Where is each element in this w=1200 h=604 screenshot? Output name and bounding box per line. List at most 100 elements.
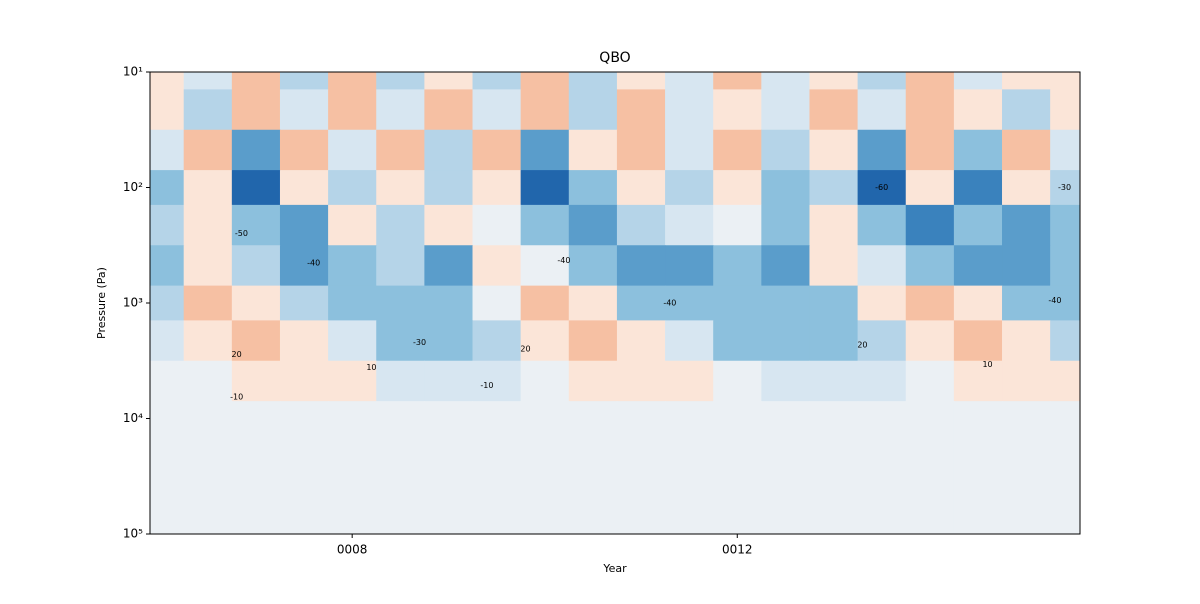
y-tick-label: 10² [123, 180, 143, 194]
field-cell [231, 204, 281, 246]
field-cell [857, 285, 907, 321]
field-cell [183, 129, 233, 171]
field-cell [520, 401, 570, 447]
field-cell [1002, 446, 1051, 505]
field-cell [761, 72, 810, 90]
field-cell [809, 129, 859, 171]
field-cell [568, 245, 618, 287]
field-cell [953, 285, 1003, 321]
field-cell [520, 503, 570, 535]
field-cell [520, 129, 570, 171]
field-cell [183, 320, 233, 362]
field-cell [1050, 129, 1081, 171]
field-cell [809, 285, 859, 321]
field-cell [424, 401, 474, 447]
field-cell [328, 285, 377, 321]
field-cell [761, 285, 810, 321]
field-cell [231, 320, 281, 362]
field-cell [328, 360, 377, 402]
contour-label: 10 [366, 363, 376, 372]
field-cell [568, 446, 618, 505]
field-cell [472, 245, 522, 287]
field-cell [857, 170, 907, 206]
field-cell [520, 320, 570, 362]
field-cell [857, 503, 907, 535]
field-cell [520, 89, 570, 131]
field-cell [376, 401, 425, 447]
field-cell [472, 170, 522, 206]
field-cell [328, 72, 377, 90]
field-cell [953, 503, 1003, 535]
field-cell [713, 503, 762, 535]
field-cell [376, 320, 425, 362]
field-cell [568, 89, 618, 131]
field-cell [1002, 245, 1051, 287]
field-cell [520, 285, 570, 321]
field-cell [376, 446, 425, 505]
field-cell [568, 72, 618, 90]
field-cell [424, 129, 474, 171]
field-cell [328, 89, 377, 131]
field-cell [665, 72, 714, 90]
field-cell [761, 360, 810, 402]
field-cell [616, 285, 666, 321]
field-cell [568, 204, 618, 246]
field-cell [568, 129, 618, 171]
field-cell [1050, 89, 1081, 131]
field-cell [761, 204, 810, 246]
field-cell [713, 285, 762, 321]
contour-label: 10 [982, 360, 992, 369]
field-cell [1050, 446, 1081, 505]
field-cell [472, 72, 522, 90]
field-cell [665, 170, 714, 206]
contour-label: -40 [557, 256, 570, 265]
field-cell [183, 401, 233, 447]
field-cell [1050, 503, 1081, 535]
field-cell [150, 401, 185, 447]
field-cell [231, 446, 281, 505]
field-cell [616, 320, 666, 362]
field-cell [231, 129, 281, 171]
field-cell [472, 285, 522, 321]
field-cell [616, 89, 666, 131]
field-cell [568, 360, 618, 402]
field-cell [150, 170, 185, 206]
field-cell [665, 503, 714, 535]
field-cell [761, 401, 810, 447]
contour-label: -40 [1048, 296, 1061, 305]
field-cell [809, 89, 859, 131]
field-cell [857, 129, 907, 171]
contour-label: -30 [413, 338, 426, 347]
field-cell [231, 360, 281, 402]
field-cell [424, 204, 474, 246]
field-cell [150, 72, 185, 90]
field-cell [616, 170, 666, 206]
field-cell [376, 245, 425, 287]
field-cell [1050, 245, 1081, 287]
field-cell [183, 72, 233, 90]
field-cell [376, 204, 425, 246]
field-cell [953, 129, 1003, 171]
field-cell [279, 170, 329, 206]
contour-label: 20 [857, 340, 867, 349]
field-cell [857, 245, 907, 287]
field-cell [761, 503, 810, 535]
field-cell [857, 204, 907, 246]
field-cell [150, 204, 185, 246]
field-cell [424, 89, 474, 131]
field-cell [279, 204, 329, 246]
contour-label: -10 [480, 381, 493, 390]
field-cell [328, 320, 377, 362]
field-cell [1050, 170, 1081, 206]
field-cell [472, 401, 522, 447]
field-cell [183, 204, 233, 246]
field-cell [713, 245, 762, 287]
field-cell [183, 446, 233, 505]
field-cell [424, 503, 474, 535]
field-cell [616, 204, 666, 246]
field-cell [857, 360, 907, 402]
field-cell [1002, 285, 1051, 321]
field-cell [953, 89, 1003, 131]
field-cell [424, 72, 474, 90]
